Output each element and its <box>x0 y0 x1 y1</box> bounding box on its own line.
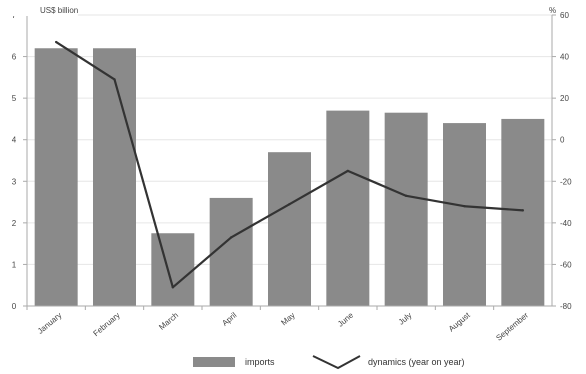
imports-bars <box>34 48 545 306</box>
x-tick-label: July <box>397 311 414 327</box>
right-tick-label: -40 <box>560 219 572 228</box>
bar-imports <box>443 123 486 306</box>
left-tick-label: 2 <box>12 219 17 228</box>
point-dynamics <box>229 236 233 239</box>
point-dynamics <box>346 169 350 173</box>
left-axis-unit: US$ billion <box>40 6 78 15</box>
legend-label-imports: imports <box>245 357 275 367</box>
dynamics-line-group <box>54 40 525 289</box>
left-tick-label: 3 <box>12 177 17 186</box>
bar-imports <box>93 48 136 306</box>
right-tick-label: -60 <box>560 260 572 269</box>
legend-swatch-imports <box>193 357 235 367</box>
x-tick-label: August <box>447 310 472 333</box>
legend-swatch-dynamics <box>312 355 361 370</box>
point-dynamics <box>113 78 116 81</box>
bar-imports <box>151 233 195 306</box>
right-tick-label: 40 <box>560 53 569 62</box>
point-dynamics <box>288 202 291 206</box>
x-tick-label: June <box>336 310 355 328</box>
bar-imports <box>209 197 253 306</box>
bar-imports <box>268 152 311 306</box>
point-dynamics <box>463 205 466 208</box>
right-tick-label: -20 <box>560 177 572 186</box>
right-axis-ticks: -80 -60 -40 -20 0 20 40 60 <box>552 11 572 311</box>
left-tick-label: 6 <box>12 53 17 62</box>
point-dynamics <box>171 286 175 289</box>
right-tick-label: 0 <box>560 136 565 145</box>
left-tick-label: 5 <box>12 94 17 103</box>
point-dynamics <box>521 209 525 212</box>
bar-imports <box>326 110 370 306</box>
right-tick-label: -80 <box>560 302 572 311</box>
left-tick-label: 4 <box>12 136 17 145</box>
bar-imports <box>384 112 428 306</box>
legend: imports dynamics (year on year) <box>193 355 465 370</box>
x-tick-label: May <box>279 311 296 328</box>
bar-imports <box>34 48 78 306</box>
x-tick-label: January <box>36 311 64 336</box>
axes <box>26 15 553 307</box>
bar-imports <box>501 118 545 306</box>
right-tick-label: 20 <box>560 94 569 103</box>
right-axis-unit: % <box>549 6 556 15</box>
legend-label-dynamics: dynamics (year on year) <box>368 357 465 367</box>
x-tick-label: February <box>91 311 121 338</box>
left-axis-ticks: 01234567 <box>12 11 27 311</box>
x-tick-label: March <box>157 311 180 332</box>
x-tick-label: September <box>494 310 530 342</box>
right-tick-label: 60 <box>560 11 569 20</box>
x-tick-label: April <box>220 311 238 328</box>
left-unit-background <box>0 4 78 16</box>
point-dynamics <box>54 40 58 44</box>
point-dynamics <box>404 194 408 198</box>
left-tick-label: 1 <box>12 260 17 269</box>
category-labels: January February March April May June July Augu… <box>26 306 530 343</box>
left-tick-label: 0 <box>12 302 17 311</box>
